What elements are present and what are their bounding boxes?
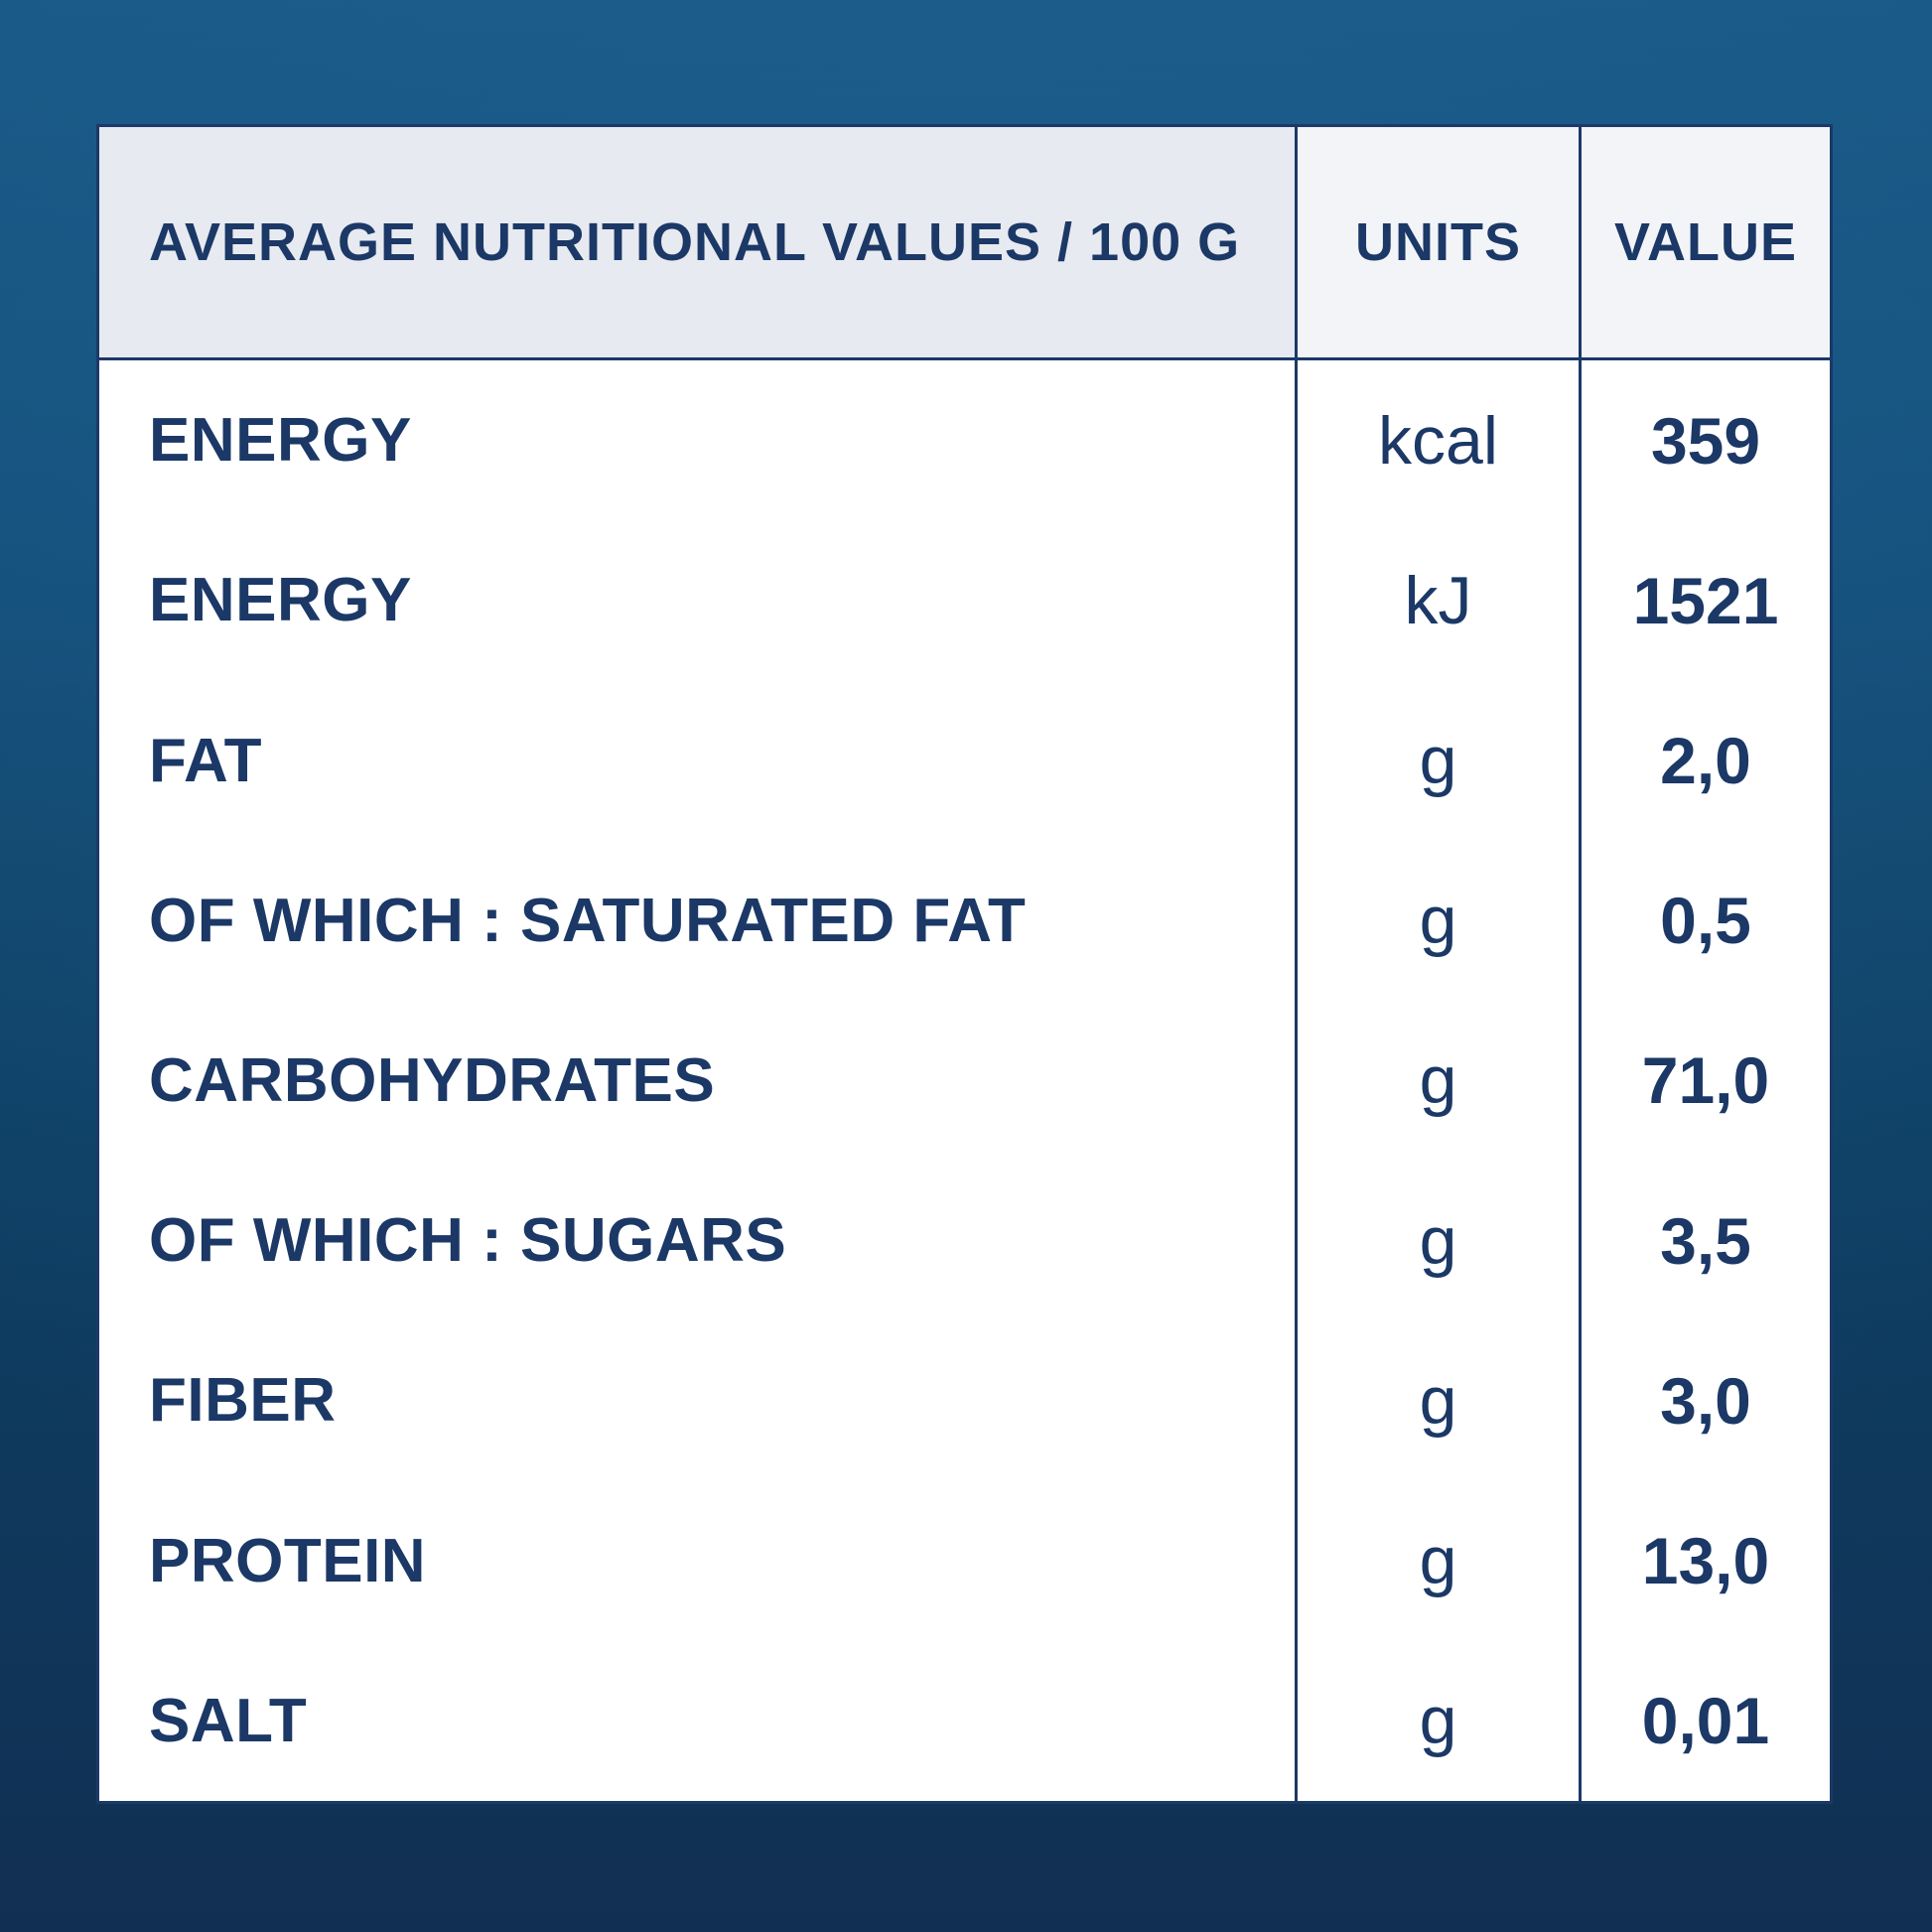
nutrient-label: FAT (99, 680, 1295, 841)
table-row: SALT g 0,01 (99, 1640, 1830, 1801)
nutrient-label: PROTEIN (99, 1480, 1295, 1641)
table-row: ENERGY kcal 359 (99, 360, 1830, 521)
table-row: OF WHICH : SUGARS g 3,5 (99, 1161, 1830, 1321)
nutrient-label: FIBER (99, 1320, 1295, 1481)
nutrient-value: 71,0 (1579, 1000, 1830, 1162)
table-row: ENERGY kJ 1521 (99, 520, 1830, 681)
table-row: PROTEIN g 13,0 (99, 1480, 1830, 1641)
nutrient-value: 0,5 (1579, 840, 1830, 1001)
nutrient-value: 13,0 (1579, 1480, 1830, 1641)
nutrient-label: ENERGY (99, 520, 1295, 681)
header-value: VALUE (1579, 127, 1830, 357)
nutrient-unit: kJ (1295, 520, 1579, 681)
nutrient-value: 3,0 (1579, 1320, 1830, 1481)
nutrient-value: 0,01 (1579, 1640, 1830, 1801)
nutrient-unit: g (1295, 1320, 1579, 1481)
table-body: ENERGY kcal 359 ENERGY kJ 1521 FAT g 2,0… (99, 360, 1830, 1801)
nutrient-label: OF WHICH : SATURATED FAT (99, 840, 1295, 1001)
nutrient-unit: kcal (1295, 360, 1579, 521)
nutrition-table: AVERAGE NUTRITIONAL VALUES / 100 G UNITS… (96, 124, 1833, 1804)
nutrient-unit: g (1295, 680, 1579, 841)
nutrient-unit: g (1295, 1000, 1579, 1162)
nutrient-value: 3,5 (1579, 1161, 1830, 1321)
nutrient-unit: g (1295, 840, 1579, 1001)
nutrient-label: OF WHICH : SUGARS (99, 1161, 1295, 1321)
table-row: OF WHICH : SATURATED FAT g 0,5 (99, 840, 1830, 1001)
nutrient-unit: g (1295, 1640, 1579, 1801)
nutrient-value: 359 (1579, 360, 1830, 521)
nutrient-label: SALT (99, 1640, 1295, 1801)
table-header-row: AVERAGE NUTRITIONAL VALUES / 100 G UNITS… (99, 127, 1830, 360)
nutrient-unit: g (1295, 1480, 1579, 1641)
table-row: FIBER g 3,0 (99, 1320, 1830, 1481)
header-title: AVERAGE NUTRITIONAL VALUES / 100 G (99, 127, 1295, 357)
nutrient-label: ENERGY (99, 360, 1295, 521)
header-units: UNITS (1295, 127, 1579, 357)
nutrient-value: 2,0 (1579, 680, 1830, 841)
nutrient-value: 1521 (1579, 520, 1830, 681)
table-row: CARBOHYDRATES g 71,0 (99, 1000, 1830, 1162)
nutrient-unit: g (1295, 1161, 1579, 1321)
nutrient-label: CARBOHYDRATES (99, 1000, 1295, 1162)
table-row: FAT g 2,0 (99, 680, 1830, 841)
